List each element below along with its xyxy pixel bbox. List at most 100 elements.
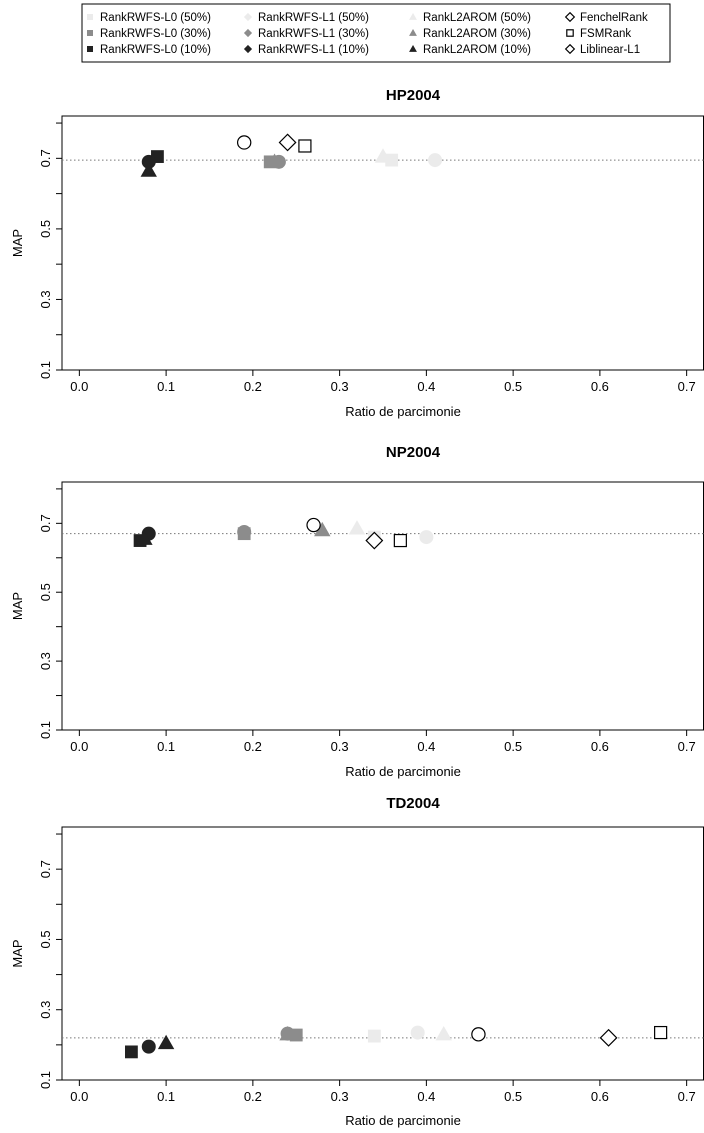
y-tick-label: 0.7: [38, 149, 53, 167]
y-tick-label: 0.3: [38, 1001, 53, 1019]
chart-title: TD2004: [386, 795, 440, 812]
chart-panel-td2004: TD2004 0.0 0.1 0.2 0.3 0.4 0.5 0.6 0.7 0.1 0.3 0.5 0…: [10, 795, 704, 1128]
x-tick-label: 0.1: [157, 1089, 175, 1104]
legend-label: RankRWFS-L0 (30%): [100, 28, 211, 40]
x-tick-label: 0.1: [157, 739, 175, 754]
legend-entry: RankRWFS-L1 (10%): [243, 44, 369, 56]
data-point-square: [125, 1045, 138, 1059]
legend-entry: FenchelRank: [564, 11, 648, 24]
x-tick-label: 0.7: [678, 1089, 696, 1104]
legend-marker: [243, 12, 253, 22]
chart-title: HP2004: [386, 87, 441, 104]
legend-entry: RankL2AROM (30%): [409, 28, 531, 40]
data-point-triangle: [435, 1026, 452, 1041]
y-tick-label: 0.7: [38, 514, 53, 532]
x-tick-label: 0.7: [678, 379, 696, 394]
chart-panels: HP2004 0.0 0.1 0.2 0.3 0.4 0.5 0.6 0.7 0.1 0.3 0.5 0…: [10, 87, 704, 1128]
data-point-triangle: [136, 530, 153, 545]
x-tick-label: 0.3: [331, 739, 349, 754]
data-point-square-open: [393, 533, 407, 548]
legend-marker: [409, 12, 417, 20]
legend-label: Liblinear-L1: [580, 44, 640, 56]
x-axis-label: Ratio de parcimonie: [345, 764, 461, 779]
x-tick-label: 0.7: [678, 739, 696, 754]
x-tick-label: 0.5: [504, 1089, 522, 1104]
data-point-circle: [410, 1025, 425, 1040]
chart-panel-np2004: NP2004 0.0 0.1 0.2 0.3 0.4 0.5 0.6 0.7 0.1 0.3 0.5 0…: [10, 444, 704, 779]
y-tick-label: 0.5: [38, 583, 53, 601]
x-tick-label: 0.2: [244, 379, 262, 394]
x-tick-label: 0.6: [591, 739, 609, 754]
legend-entry: RankL2AROM (10%): [409, 44, 531, 56]
data-point-circle: [419, 530, 434, 545]
data-point-circle: [141, 1039, 156, 1054]
legend-label: FSMRank: [580, 28, 631, 40]
legend-marker: [566, 29, 574, 37]
legend-label: RankRWFS-L1 (30%): [258, 28, 369, 40]
legend-marker: [87, 13, 94, 20]
data-point-circle: [237, 524, 252, 539]
data-point-triangle: [140, 162, 157, 177]
y-tick-label: 0.1: [38, 1071, 53, 1089]
legend-entry: FSMRank: [566, 28, 631, 40]
legend-marker: [564, 43, 576, 55]
data-point-triangle: [348, 520, 366, 535]
legend-label: RankL2AROM (30%): [423, 28, 531, 40]
y-tick-label: 0.3: [38, 290, 53, 308]
legend-entry: RankRWFS-L1 (50%): [243, 12, 369, 24]
x-tick-label: 0.5: [504, 379, 522, 394]
legend-label: RankRWFS-L0 (10%): [100, 44, 211, 56]
y-tick-label: 0.5: [38, 930, 53, 948]
legend-entry: RankL2AROM (50%): [409, 12, 531, 24]
x-axis-label: Ratio de parcimonie: [345, 1113, 461, 1128]
x-tick-label: 0.3: [331, 1089, 349, 1104]
legend-label: RankL2AROM (10%): [423, 44, 531, 56]
y-tick-label: 0.1: [38, 721, 53, 739]
data-point-square-open: [654, 1025, 668, 1040]
data-point-circle-open: [236, 135, 252, 150]
x-tick-label: 0.1: [157, 379, 175, 394]
x-axis-label: Ratio de parcimonie: [345, 404, 461, 419]
legend-label: RankRWFS-L1 (10%): [258, 44, 369, 56]
y-tick-label: 0.7: [38, 860, 53, 878]
y-axis-label: MAP: [10, 592, 25, 620]
data-point-square-open: [298, 139, 312, 153]
legend-marker: [243, 28, 253, 38]
y-tick-label: 0.1: [38, 361, 53, 379]
legend-entry: RankRWFS-L0 (50%): [87, 12, 211, 24]
data-point-triangle: [374, 148, 392, 163]
x-tick-label: 0.6: [591, 379, 609, 394]
x-tick-label: 0.0: [70, 1089, 88, 1104]
data-point-circle-open: [471, 1027, 486, 1042]
data-point-triangle: [279, 1026, 296, 1041]
x-tick-label: 0.4: [417, 1089, 435, 1104]
legend: RankRWFS-L0 (50%) RankRWFS-L0 (30%) RankRW…: [81, 3, 671, 63]
y-tick-label: 0.3: [38, 652, 53, 670]
legend-marker: [87, 46, 94, 53]
legend-label: RankL2AROM (50%): [423, 12, 531, 24]
data-point-circle-open: [306, 517, 321, 533]
legend-label: RankRWFS-L0 (50%): [100, 12, 211, 24]
data-point-diamond-open: [278, 133, 297, 152]
x-tick-label: 0.2: [244, 739, 262, 754]
x-tick-label: 0.2: [244, 1089, 262, 1104]
x-tick-label: 0.4: [417, 379, 435, 394]
data-point-triangle: [157, 1034, 175, 1050]
x-tick-label: 0.0: [70, 379, 88, 394]
legend-entry: Liblinear-L1: [564, 43, 640, 56]
legend-marker: [409, 44, 417, 52]
data-point-diamond-open: [599, 1028, 618, 1047]
chart-title: NP2004: [386, 444, 441, 461]
legend-marker: [87, 29, 94, 36]
legend-label: RankRWFS-L1 (50%): [258, 12, 369, 24]
y-axis-label: MAP: [10, 229, 25, 257]
plot-frame: [61, 481, 704, 731]
legend-entry: RankRWFS-L1 (30%): [243, 28, 369, 40]
legend-entry: RankRWFS-L0 (30%): [87, 28, 211, 40]
legend-entry: RankRWFS-L0 (10%): [87, 44, 211, 56]
x-tick-label: 0.4: [417, 739, 435, 754]
legend-marker: [243, 44, 253, 54]
x-tick-label: 0.3: [331, 379, 349, 394]
x-tick-label: 0.5: [504, 739, 522, 754]
